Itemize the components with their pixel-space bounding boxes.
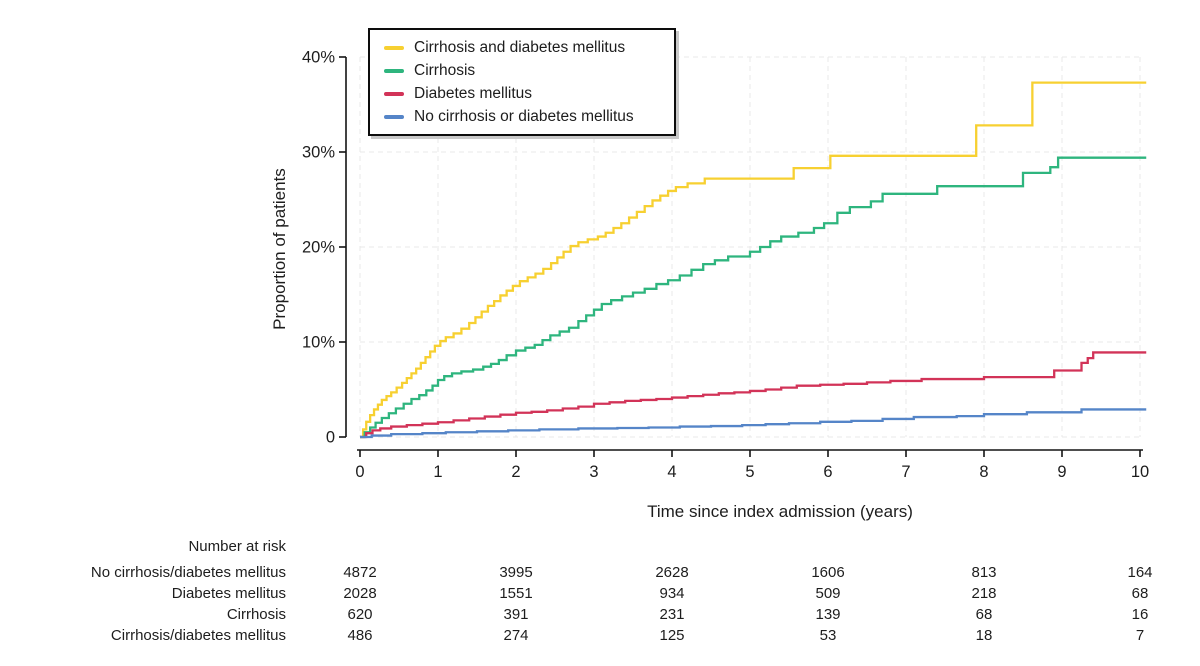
risk-value: 53 xyxy=(819,627,837,644)
risk-value: 813 xyxy=(971,564,997,581)
series-path-no-cirrhosis-or-diabetes-mellitus xyxy=(360,408,1147,439)
x-tick-label: 8 xyxy=(979,463,988,481)
risk-row-label: Cirrhosis xyxy=(226,606,286,623)
legend-swatch-icon xyxy=(384,114,404,119)
risk-value: 391 xyxy=(503,606,529,623)
risk-row-label: No cirrhosis/diabetes mellitus xyxy=(90,564,286,581)
legend-item-label: Cirrhosis and diabetes mellitus xyxy=(414,39,626,56)
risk-value: 509 xyxy=(815,585,841,602)
y-tick-label: 40% xyxy=(302,49,335,67)
risk-value: 7 xyxy=(1135,627,1145,644)
legend-swatch-icon xyxy=(384,68,404,73)
risk-value: 18 xyxy=(975,627,993,644)
risk-value: 620 xyxy=(347,606,373,623)
risk-value: 934 xyxy=(659,585,685,602)
risk-value: 1606 xyxy=(811,564,845,581)
risk-value: 68 xyxy=(975,606,993,623)
series-path-diabetes-mellitus xyxy=(360,351,1147,439)
legend-item-label: Diabetes mellitus xyxy=(414,85,533,102)
risk-value: 2628 xyxy=(655,564,689,581)
y-tick-label: 10% xyxy=(302,334,335,352)
legend-item: Cirrhosis and diabetes mellitus xyxy=(384,39,674,56)
risk-value: 218 xyxy=(971,585,997,602)
risk-value: 486 xyxy=(347,627,373,644)
risk-value: 16 xyxy=(1131,606,1149,623)
risk-value: 4872 xyxy=(343,564,377,581)
x-tick-label: 5 xyxy=(745,463,754,481)
x-tick-label: 2 xyxy=(511,463,520,481)
legend: Cirrhosis and diabetes mellitus Cirrhosis… xyxy=(368,28,676,136)
risk-value: 125 xyxy=(659,627,685,644)
y-tick-label: 0 xyxy=(326,429,335,447)
risk-row-label: Diabetes mellitus xyxy=(171,585,286,602)
legend-item-label: Cirrhosis xyxy=(414,62,476,79)
series-path-cirrhosis xyxy=(360,156,1147,439)
risk-value: 68 xyxy=(1131,585,1149,602)
risk-value: 1551 xyxy=(499,585,533,602)
x-tick-label: 0 xyxy=(355,463,364,481)
risk-value: 231 xyxy=(659,606,685,623)
x-tick-label: 4 xyxy=(667,463,676,481)
legend-item: Diabetes mellitus xyxy=(384,85,674,102)
x-tick-label: 1 xyxy=(433,463,442,481)
legend-swatch-icon xyxy=(384,91,404,96)
legend-swatch-icon xyxy=(384,45,404,50)
x-tick-label: 7 xyxy=(901,463,910,481)
risk-table-title: Number at risk xyxy=(188,538,286,555)
risk-row-label: Cirrhosis/diabetes mellitus xyxy=(110,627,286,644)
legend-item-label: No cirrhosis or diabetes mellitus xyxy=(414,108,634,125)
y-tick-label: 30% xyxy=(302,144,335,162)
legend-item: Cirrhosis xyxy=(384,62,674,79)
x-tick-label: 3 xyxy=(589,463,598,481)
y-axis-title: Proportion of patients xyxy=(270,168,289,330)
risk-value: 164 xyxy=(1127,564,1153,581)
y-tick-label: 20% xyxy=(302,239,335,257)
x-tick-label: 6 xyxy=(823,463,832,481)
legend-item: No cirrhosis or diabetes mellitus xyxy=(384,108,674,125)
risk-value: 3995 xyxy=(499,564,533,581)
x-tick-label: 9 xyxy=(1057,463,1066,481)
x-tick-label: 10 xyxy=(1131,463,1149,481)
risk-value: 2028 xyxy=(343,585,377,602)
x-axis-title: Time since index admission (years) xyxy=(647,502,913,521)
risk-value: 139 xyxy=(815,606,841,623)
risk-value: 274 xyxy=(503,627,529,644)
series-path-cirrhosis-and-diabetes-mellitus xyxy=(360,81,1147,439)
